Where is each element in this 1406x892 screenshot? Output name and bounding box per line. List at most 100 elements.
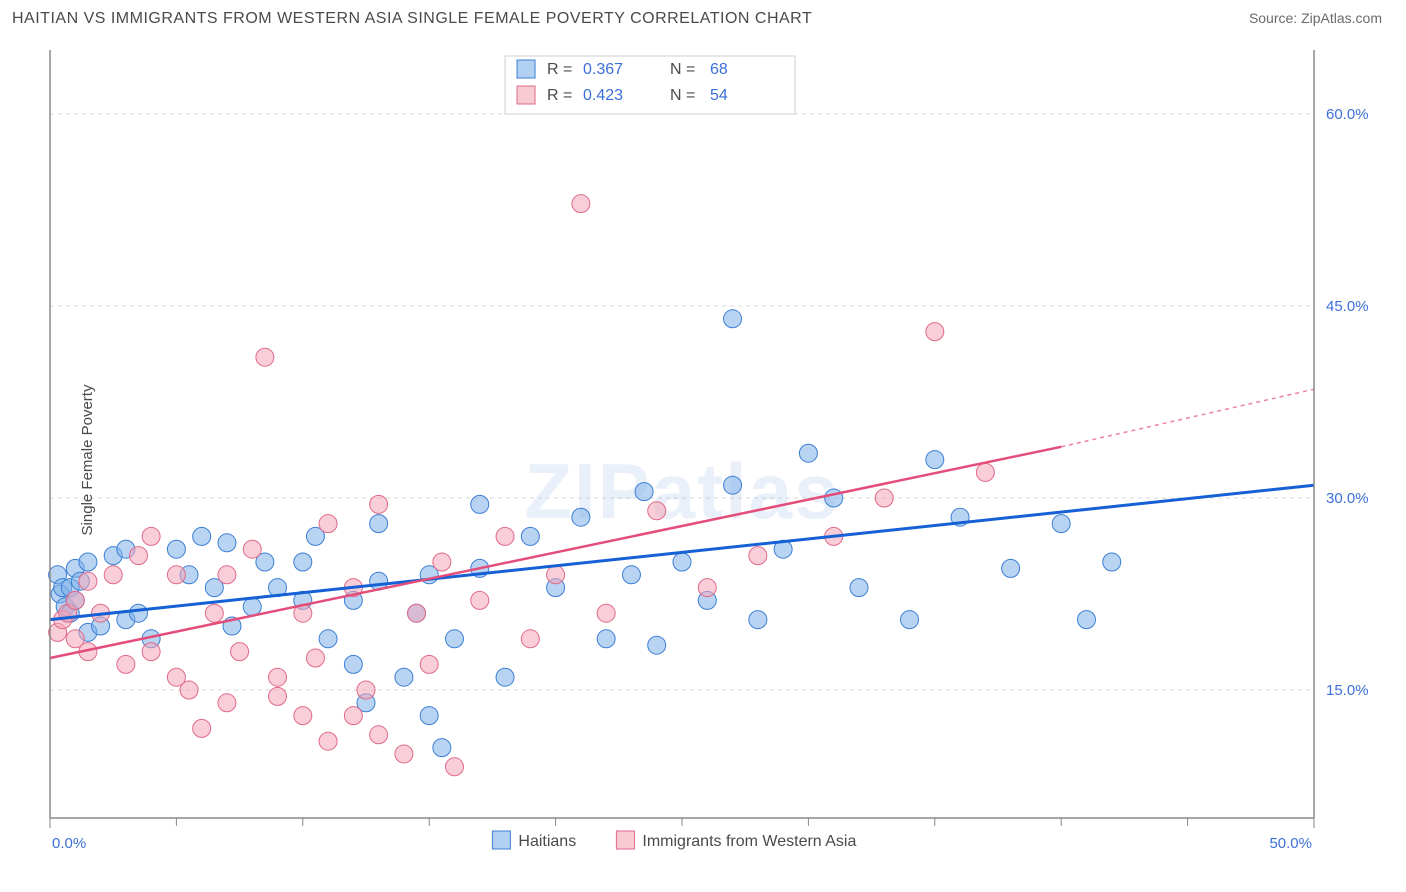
data-point bbox=[319, 732, 337, 750]
legend-series-label: Haitians bbox=[518, 833, 576, 850]
data-point bbox=[521, 630, 539, 648]
data-point bbox=[218, 694, 236, 712]
data-point bbox=[79, 572, 97, 590]
data-point bbox=[445, 630, 463, 648]
data-point bbox=[825, 489, 843, 507]
data-point bbox=[749, 547, 767, 565]
data-point bbox=[635, 483, 653, 501]
data-point bbox=[597, 604, 615, 622]
data-point bbox=[193, 527, 211, 545]
data-point bbox=[370, 726, 388, 744]
x-tick-label: 50.0% bbox=[1269, 835, 1312, 852]
legend-swatch bbox=[517, 86, 535, 104]
legend-swatch bbox=[517, 60, 535, 78]
data-point bbox=[433, 553, 451, 571]
data-point bbox=[724, 310, 742, 328]
data-point bbox=[256, 348, 274, 366]
legend-n-value: 68 bbox=[710, 61, 728, 78]
data-point bbox=[901, 611, 919, 629]
data-point bbox=[243, 540, 261, 558]
data-point bbox=[850, 579, 868, 597]
data-point bbox=[496, 668, 514, 686]
data-point bbox=[521, 527, 539, 545]
data-point bbox=[180, 681, 198, 699]
data-point bbox=[749, 611, 767, 629]
data-point bbox=[395, 745, 413, 763]
data-point bbox=[1002, 559, 1020, 577]
legend-r-value: 0.423 bbox=[583, 87, 623, 104]
data-point bbox=[395, 668, 413, 686]
data-point bbox=[572, 195, 590, 213]
data-point bbox=[370, 495, 388, 513]
data-point bbox=[875, 489, 893, 507]
data-point bbox=[79, 553, 97, 571]
legend-series-label: Immigrants from Western Asia bbox=[642, 833, 856, 850]
data-point bbox=[104, 566, 122, 584]
data-point bbox=[344, 707, 362, 725]
x-tick-label: 0.0% bbox=[52, 835, 86, 852]
y-tick-label: 15.0% bbox=[1326, 682, 1369, 699]
data-point bbox=[496, 527, 514, 545]
legend-n-label: N = bbox=[670, 61, 695, 78]
y-axis-label: Single Female Poverty bbox=[79, 385, 96, 536]
data-point bbox=[193, 719, 211, 737]
y-tick-label: 30.0% bbox=[1326, 490, 1369, 507]
legend-r-value: 0.367 bbox=[583, 61, 623, 78]
data-point bbox=[547, 566, 565, 584]
data-point bbox=[231, 643, 249, 661]
source-label: Source: ZipAtlas.com bbox=[1249, 10, 1382, 26]
data-point bbox=[294, 553, 312, 571]
data-point bbox=[269, 687, 287, 705]
data-point bbox=[218, 566, 236, 584]
data-point bbox=[420, 655, 438, 673]
data-point bbox=[294, 707, 312, 725]
legend-swatch bbox=[616, 831, 634, 849]
data-point bbox=[167, 540, 185, 558]
data-point bbox=[117, 655, 135, 673]
data-point bbox=[976, 463, 994, 481]
data-point bbox=[66, 591, 84, 609]
data-point bbox=[1103, 553, 1121, 571]
data-point bbox=[926, 323, 944, 341]
scatter-chart: ZIPatlas0.0%50.0%15.0%30.0%45.0%60.0%R =… bbox=[12, 40, 1394, 880]
legend-r-label: R = bbox=[547, 87, 572, 104]
chart-title: HAITIAN VS IMMIGRANTS FROM WESTERN ASIA … bbox=[12, 10, 812, 28]
legend-swatch bbox=[492, 831, 510, 849]
data-point bbox=[471, 495, 489, 513]
data-point bbox=[370, 515, 388, 533]
data-point bbox=[648, 636, 666, 654]
regression-line-pink-extrapolated bbox=[1061, 389, 1314, 447]
y-tick-label: 60.0% bbox=[1326, 106, 1369, 123]
data-point bbox=[799, 444, 817, 462]
legend-r-label: R = bbox=[547, 61, 572, 78]
data-point bbox=[622, 566, 640, 584]
data-point bbox=[319, 515, 337, 533]
data-point bbox=[724, 476, 742, 494]
data-point bbox=[269, 668, 287, 686]
legend-n-value: 54 bbox=[710, 87, 728, 104]
data-point bbox=[129, 547, 147, 565]
data-point bbox=[445, 758, 463, 776]
data-point bbox=[572, 508, 590, 526]
data-point bbox=[306, 649, 324, 667]
data-point bbox=[142, 527, 160, 545]
data-point bbox=[344, 655, 362, 673]
data-point bbox=[357, 681, 375, 699]
data-point bbox=[243, 598, 261, 616]
y-tick-label: 45.0% bbox=[1326, 298, 1369, 315]
data-point bbox=[1077, 611, 1095, 629]
data-point bbox=[698, 579, 716, 597]
data-point bbox=[433, 739, 451, 757]
data-point bbox=[142, 643, 160, 661]
data-point bbox=[129, 604, 147, 622]
data-point bbox=[319, 630, 337, 648]
data-point bbox=[471, 591, 489, 609]
data-point bbox=[408, 604, 426, 622]
data-point bbox=[673, 553, 691, 571]
data-point bbox=[597, 630, 615, 648]
data-point bbox=[420, 707, 438, 725]
data-point bbox=[648, 502, 666, 520]
data-point bbox=[205, 604, 223, 622]
data-point bbox=[1052, 515, 1070, 533]
data-point bbox=[167, 566, 185, 584]
